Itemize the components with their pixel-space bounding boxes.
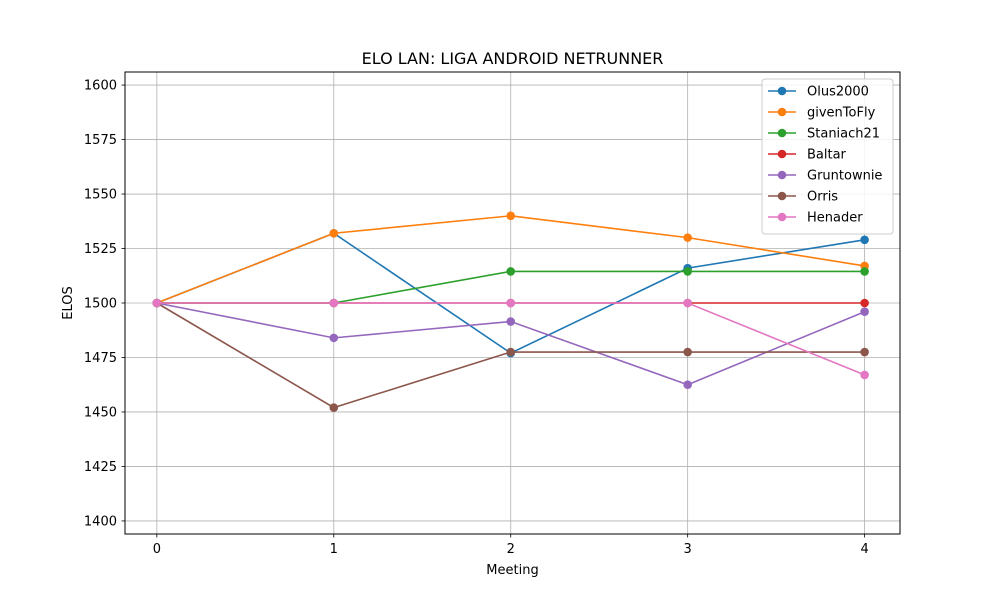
- legend-label: Orris: [807, 190, 838, 205]
- data-point: [860, 235, 869, 245]
- legend-item: Orris: [768, 190, 838, 205]
- legend-label: Olus2000: [807, 85, 869, 100]
- data-point: [329, 298, 339, 308]
- data-point: [860, 370, 869, 380]
- legend-marker: [777, 86, 787, 96]
- data-point: [506, 347, 516, 357]
- x-tick-label: 4: [860, 542, 868, 557]
- data-point: [860, 267, 869, 276]
- data-point: [860, 347, 869, 357]
- data-point: [506, 317, 516, 326]
- data-point: [329, 228, 339, 238]
- series-Henader: [152, 298, 869, 380]
- legend-label: Gruntownie: [807, 169, 882, 184]
- legend-item: Olus2000: [768, 85, 869, 100]
- y-tick-label: 1575: [84, 133, 117, 148]
- legend-item: Baltar: [768, 148, 847, 163]
- legend-marker: [777, 107, 787, 117]
- y-tick-label: 1450: [84, 405, 117, 420]
- data-point: [860, 307, 869, 317]
- x-tick-label: 2: [507, 542, 515, 557]
- legend-label: givenToFly: [807, 106, 876, 121]
- data-point: [506, 267, 516, 276]
- legend-marker: [777, 191, 787, 201]
- x-tick-label: 1: [330, 542, 338, 557]
- data-point: [506, 298, 516, 308]
- y-tick-label: 1475: [84, 351, 117, 366]
- data-point: [329, 333, 339, 343]
- y-axis-label: ELOS: [61, 286, 76, 319]
- legend: Olus2000 givenToFly Staniach21 Baltar Grunto…: [761, 78, 894, 235]
- plot-area-frame: [124, 71, 901, 535]
- x-tick-label: 3: [684, 542, 692, 557]
- data-point: [683, 233, 692, 242]
- legend-item: Staniach21: [768, 127, 880, 142]
- legend-marker: [777, 170, 787, 180]
- series: [152, 211, 869, 412]
- y-tick-label: 1550: [84, 188, 117, 203]
- x-axis-label: Meeting: [486, 563, 538, 578]
- data-point: [152, 298, 162, 308]
- legend-label: Henader: [807, 211, 863, 226]
- legend-label: Baltar: [807, 148, 847, 163]
- chart-title: ELO LAN: LIGA ANDROID NETRUNNER: [362, 49, 664, 68]
- data-point: [683, 347, 692, 357]
- legend-item: givenToFly: [768, 106, 876, 121]
- data-point: [683, 298, 692, 308]
- y-tick-label: 1425: [84, 460, 117, 475]
- legend-marker: [777, 212, 787, 222]
- data-point: [683, 380, 692, 390]
- data-point: [329, 403, 339, 412]
- series-Gruntownie: [152, 298, 869, 390]
- data-point: [860, 298, 869, 308]
- legend-label: Staniach21: [807, 127, 880, 142]
- legend-marker: [777, 128, 787, 138]
- y-tick-label: 1600: [84, 79, 117, 94]
- y-tick-label: 1400: [84, 514, 117, 529]
- legend-item: Henader: [768, 211, 863, 226]
- data-point: [506, 211, 516, 221]
- x-tick-label: 0: [153, 542, 161, 557]
- legend-item: Gruntownie: [768, 169, 882, 184]
- legend-marker: [777, 149, 787, 159]
- y-tick-label: 1525: [84, 242, 117, 257]
- ticks: 0 1 2 3 4 1400 1425 1450 1475 1500 1525 1550 1575 160…: [84, 79, 869, 557]
- data-point: [683, 267, 692, 276]
- y-tick-label: 1500: [84, 297, 117, 312]
